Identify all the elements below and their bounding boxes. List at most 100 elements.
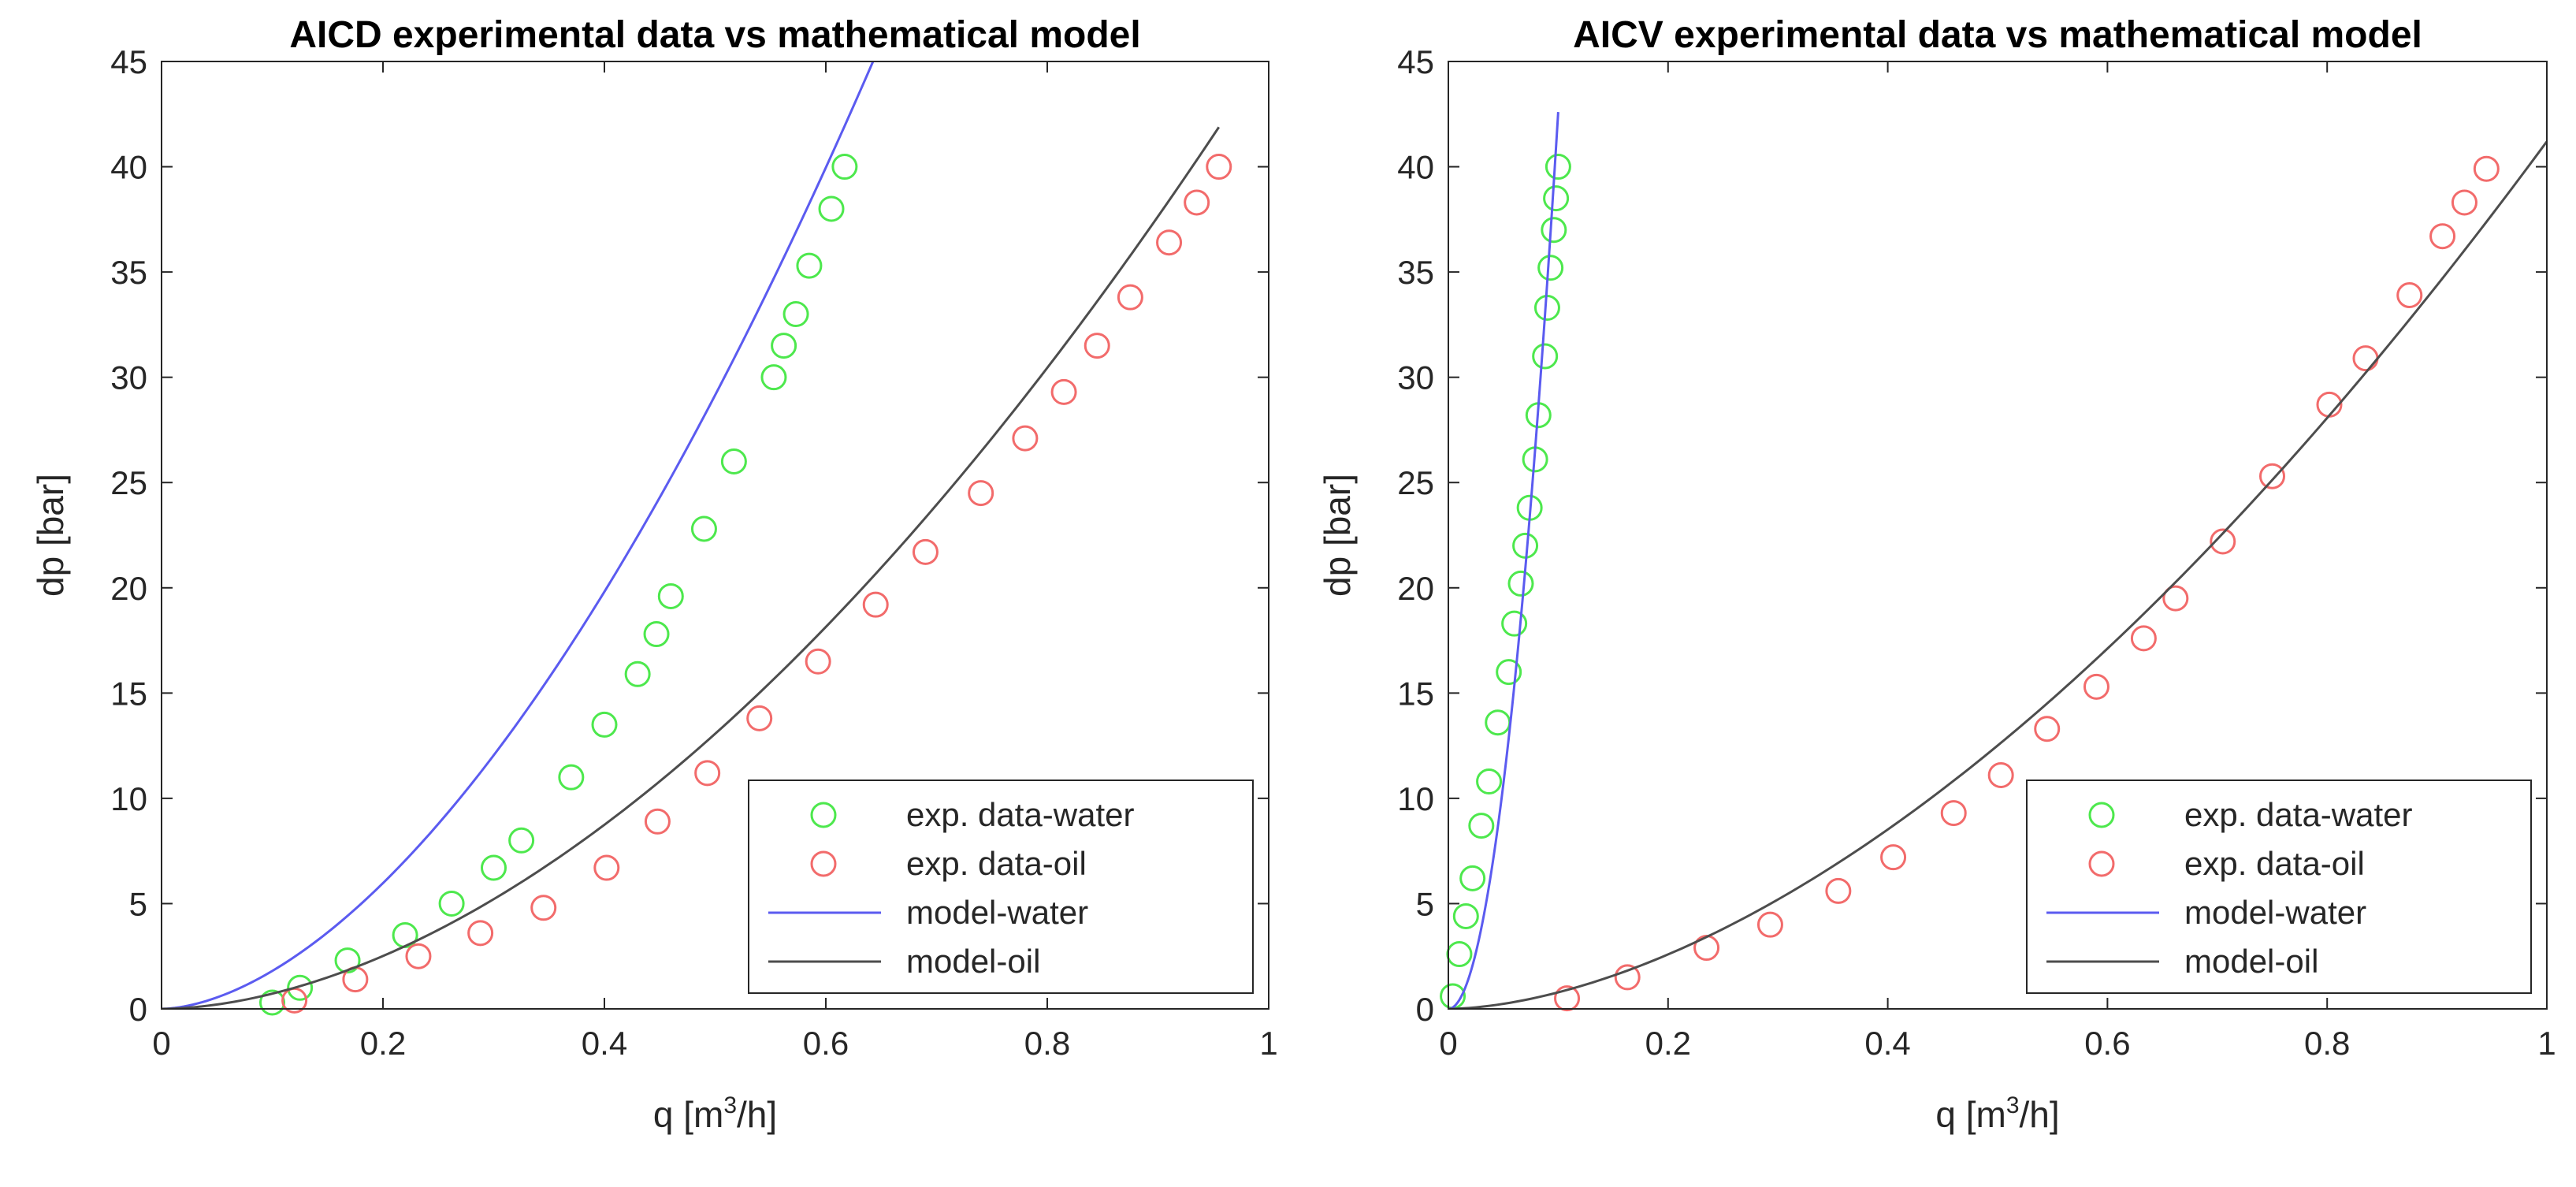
data-point-exp-data-water xyxy=(1476,768,1503,795)
data-point-exp-data-water xyxy=(1452,902,1479,929)
y-tick-label: 25 xyxy=(110,464,147,501)
data-point-exp-data-oil xyxy=(467,920,494,947)
data-point-exp-data-oil xyxy=(1050,378,1077,405)
data-point-exp-data-oil xyxy=(644,808,671,835)
data-point-exp-data-oil xyxy=(593,854,620,881)
data-point-exp-data-water xyxy=(334,947,361,974)
series-line-model-water xyxy=(162,61,875,1009)
data-point-exp-data-oil xyxy=(1825,877,1852,904)
y-tick-label: 35 xyxy=(110,254,147,291)
data-point-exp-data-water xyxy=(771,333,797,359)
data-point-exp-data-water xyxy=(1468,813,1495,839)
data-point-exp-data-water xyxy=(624,660,651,687)
data-point-exp-data-water xyxy=(760,364,787,391)
legend-label-exp-water: exp. data-water xyxy=(906,796,1135,833)
data-point-exp-data-oil xyxy=(2473,155,2500,182)
legend-label-model-water: model-water xyxy=(906,894,1088,931)
legend-label-exp-oil: exp. data-oil xyxy=(906,845,1087,882)
data-point-exp-data-water xyxy=(796,252,823,279)
y-tick-label: 0 xyxy=(1416,991,1434,1028)
legend-label-model-water: model-water xyxy=(2184,894,2366,931)
y-tick-label: 10 xyxy=(110,780,147,817)
x-tick-label: 0.2 xyxy=(1645,1025,1691,1062)
data-point-exp-data-water xyxy=(481,854,507,881)
data-layer xyxy=(1440,112,2547,1012)
data-point-exp-data-oil xyxy=(1756,911,1783,938)
y-tick-label: 5 xyxy=(129,885,147,922)
data-point-exp-data-oil xyxy=(1117,284,1143,311)
data-point-exp-data-water xyxy=(657,582,684,609)
series-line-model-oil xyxy=(1448,140,2547,1009)
data-point-exp-data-water xyxy=(1501,610,1528,637)
y-tick-label: 40 xyxy=(1397,149,1434,186)
data-point-exp-data-water xyxy=(438,890,465,917)
data-point-exp-data-water xyxy=(1543,185,1570,212)
y-tick-label: 5 xyxy=(1416,885,1434,922)
legend-box xyxy=(2026,780,2532,994)
y-tick-label: 40 xyxy=(110,149,147,186)
data-point-exp-data-water xyxy=(831,154,858,180)
data-point-exp-data-oil xyxy=(2130,625,2157,652)
data-point-exp-data-oil xyxy=(2210,528,2236,555)
data-point-exp-data-water xyxy=(1541,217,1567,244)
y-tick-label: 35 xyxy=(1397,254,1434,291)
chart-title: AICD experimental data vs mathematical m… xyxy=(289,14,1140,56)
y-tick-label: 30 xyxy=(1397,359,1434,396)
legend-label-exp-water: exp. data-water xyxy=(2184,796,2413,833)
legend-icon-exp-data-water xyxy=(810,802,837,828)
x-tick-label: 0.2 xyxy=(360,1025,406,1062)
data-point-exp-data-oil xyxy=(1184,189,1210,216)
aicd-chart: AICD experimental data vs mathematical m… xyxy=(30,14,1278,1135)
series-line-model-water xyxy=(1448,112,1559,1009)
y-tick-label: 45 xyxy=(110,43,147,80)
data-point-exp-data-water xyxy=(818,195,845,222)
y-tick-label: 15 xyxy=(110,675,147,712)
data-point-exp-data-water xyxy=(1446,941,1473,968)
y-tick-label: 30 xyxy=(110,359,147,396)
legend: exp. data-water exp. data-oil model-water m… xyxy=(748,780,1254,994)
x-tick-label: 1 xyxy=(1259,1025,1277,1062)
x-tick-label: 0 xyxy=(152,1025,170,1062)
x-axis-label: q [m3/h] xyxy=(1935,1092,2059,1135)
x-axis-label-superscript: 3 xyxy=(2006,1092,2020,1118)
data-point-exp-data-oil xyxy=(1554,985,1581,1012)
data-point-exp-data-water xyxy=(720,448,747,475)
data-point-exp-data-oil xyxy=(1940,800,1967,827)
series-line-model-oil xyxy=(162,126,1221,1009)
legend-icon-exp-data-water xyxy=(2088,802,2115,828)
data-point-exp-data-water xyxy=(287,974,314,1001)
data-point-exp-data-oil xyxy=(2034,716,2061,742)
legend-label-exp-oil: exp. data-oil xyxy=(2184,845,2365,882)
data-point-exp-data-water xyxy=(1537,255,1564,281)
data-point-exp-data-water xyxy=(1532,343,1559,370)
x-tick-label: 0.4 xyxy=(582,1025,627,1062)
data-point-exp-data-oil xyxy=(1156,229,1183,256)
legend-icon-exp-data-oil xyxy=(2088,850,2115,877)
x-axis-label-main: q [m xyxy=(1935,1094,2005,1135)
y-tick-label: 0 xyxy=(129,991,147,1028)
data-point-exp-data-oil xyxy=(912,538,939,565)
x-axis-label-tail: /h] xyxy=(737,1094,777,1135)
aicv-chart: AICV experimental data vs mathematical m… xyxy=(1317,14,2556,1135)
legend-box xyxy=(748,780,1254,994)
axes-frame xyxy=(1448,61,2548,1010)
data-point-exp-data-oil xyxy=(805,648,831,675)
y-tick-label: 15 xyxy=(1397,675,1434,712)
y-tick-label: 20 xyxy=(1397,570,1434,607)
chart-title: AICV experimental data vs mathematical m… xyxy=(1573,14,2422,56)
data-point-exp-data-water xyxy=(1496,659,1522,686)
x-tick-label: 0.8 xyxy=(1024,1025,1070,1062)
data-point-exp-data-oil xyxy=(1987,762,2014,789)
data-point-exp-data-oil xyxy=(1206,154,1232,180)
x-tick-label: 0.6 xyxy=(2084,1025,2130,1062)
data-point-exp-data-oil xyxy=(2429,223,2456,250)
data-point-exp-data-oil xyxy=(405,943,432,969)
data-point-exp-data-oil xyxy=(530,895,557,921)
data-point-exp-data-oil xyxy=(2162,585,2189,612)
data-point-exp-data-oil xyxy=(1012,425,1039,452)
y-axis-label: dp [bar] xyxy=(30,474,71,597)
data-point-exp-data-water xyxy=(508,827,535,854)
legend-icon-exp-data-oil xyxy=(810,850,837,877)
x-axis-label-main: q [m xyxy=(653,1094,723,1135)
x-tick-label: 0.4 xyxy=(1864,1025,1910,1062)
